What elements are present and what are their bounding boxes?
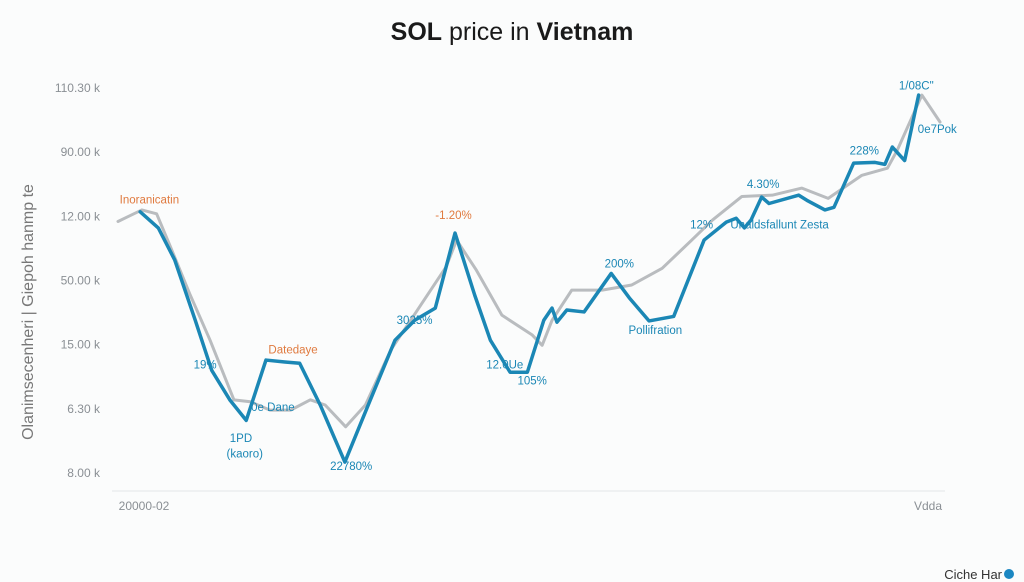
y-tick-label: 90.00 k bbox=[61, 145, 101, 159]
annotation-label: Inoranicatin bbox=[120, 195, 179, 207]
annotation-label: Pollifration bbox=[628, 325, 682, 337]
annotation-label: 12% bbox=[690, 220, 713, 232]
annotation-label: Unaldsfallunt Zesta bbox=[730, 220, 829, 232]
annotation-label: (kaoro) bbox=[227, 449, 264, 461]
y-axis-label: Olanimsecenheri | Giepoh hanmp te bbox=[20, 184, 37, 440]
annotation-label: 200% bbox=[605, 259, 634, 271]
series-line-blue bbox=[138, 93, 921, 464]
annotation-label: 3025% bbox=[397, 315, 433, 327]
title-middle: price in bbox=[442, 18, 537, 46]
y-tick-label: 8.00 k bbox=[67, 466, 101, 480]
y-tick-label: 110.30 k bbox=[55, 81, 101, 95]
x-tick-label: 20000-02 bbox=[119, 499, 170, 513]
watermark: Ciche Har bbox=[944, 567, 1014, 582]
annotation-label: 1/08C" bbox=[899, 80, 934, 92]
annotation-label: 228% bbox=[850, 146, 879, 158]
annotation-label: -1.20% bbox=[435, 210, 471, 222]
annotation-label: Datedaye bbox=[268, 345, 317, 357]
y-tick-label: 6.30 k bbox=[67, 402, 101, 416]
watermark-dot-icon bbox=[1004, 569, 1014, 579]
y-tick-label: 12.00 k bbox=[61, 209, 101, 223]
annotation-label: 22780% bbox=[330, 461, 372, 473]
series-line-gray bbox=[116, 93, 942, 429]
annotation-label: 105% bbox=[517, 375, 546, 387]
annotation-label: 4.30% bbox=[747, 179, 780, 191]
title-vietnam: Vietnam bbox=[536, 18, 634, 46]
y-tick-label: 50.00 k bbox=[61, 274, 101, 288]
title-sol: SOL bbox=[390, 18, 443, 46]
chart-title: SOL price in Vietnam bbox=[0, 18, 1024, 47]
annotation-label: 1PD bbox=[230, 433, 252, 445]
annotation-label: 12.0Ue bbox=[486, 359, 523, 371]
annotation-label: 0e7Pok bbox=[918, 124, 957, 136]
watermark-text: Ciche Har bbox=[944, 567, 1002, 582]
x-tick-label: Vdda bbox=[914, 499, 942, 513]
annotation-label: 0e Dane bbox=[251, 402, 294, 414]
annotation-label: 19% bbox=[194, 359, 217, 371]
y-tick-label: 15.00 k bbox=[61, 338, 101, 352]
